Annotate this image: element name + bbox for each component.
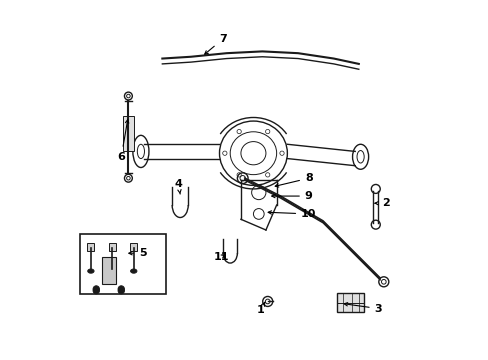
Bar xyxy=(130,243,137,251)
Text: 2: 2 xyxy=(374,198,388,208)
Ellipse shape xyxy=(109,269,115,273)
Text: 4: 4 xyxy=(174,179,182,194)
Bar xyxy=(337,293,364,312)
Bar xyxy=(102,257,116,284)
Ellipse shape xyxy=(93,288,99,294)
Ellipse shape xyxy=(87,269,94,273)
Ellipse shape xyxy=(130,269,137,273)
Text: 9: 9 xyxy=(271,191,312,201)
Bar xyxy=(87,243,94,251)
Text: 6: 6 xyxy=(117,120,128,162)
Text: 1: 1 xyxy=(256,302,264,315)
Text: 8: 8 xyxy=(275,173,312,187)
Text: 7: 7 xyxy=(204,34,226,54)
Text: 3: 3 xyxy=(344,303,382,314)
Text: 11: 11 xyxy=(213,252,228,262)
Bar xyxy=(123,116,134,152)
Ellipse shape xyxy=(118,286,124,292)
Bar xyxy=(80,234,165,294)
Ellipse shape xyxy=(118,288,124,294)
Bar xyxy=(108,243,116,251)
Text: 5: 5 xyxy=(128,248,146,258)
Text: 10: 10 xyxy=(267,209,316,219)
Ellipse shape xyxy=(93,286,99,292)
